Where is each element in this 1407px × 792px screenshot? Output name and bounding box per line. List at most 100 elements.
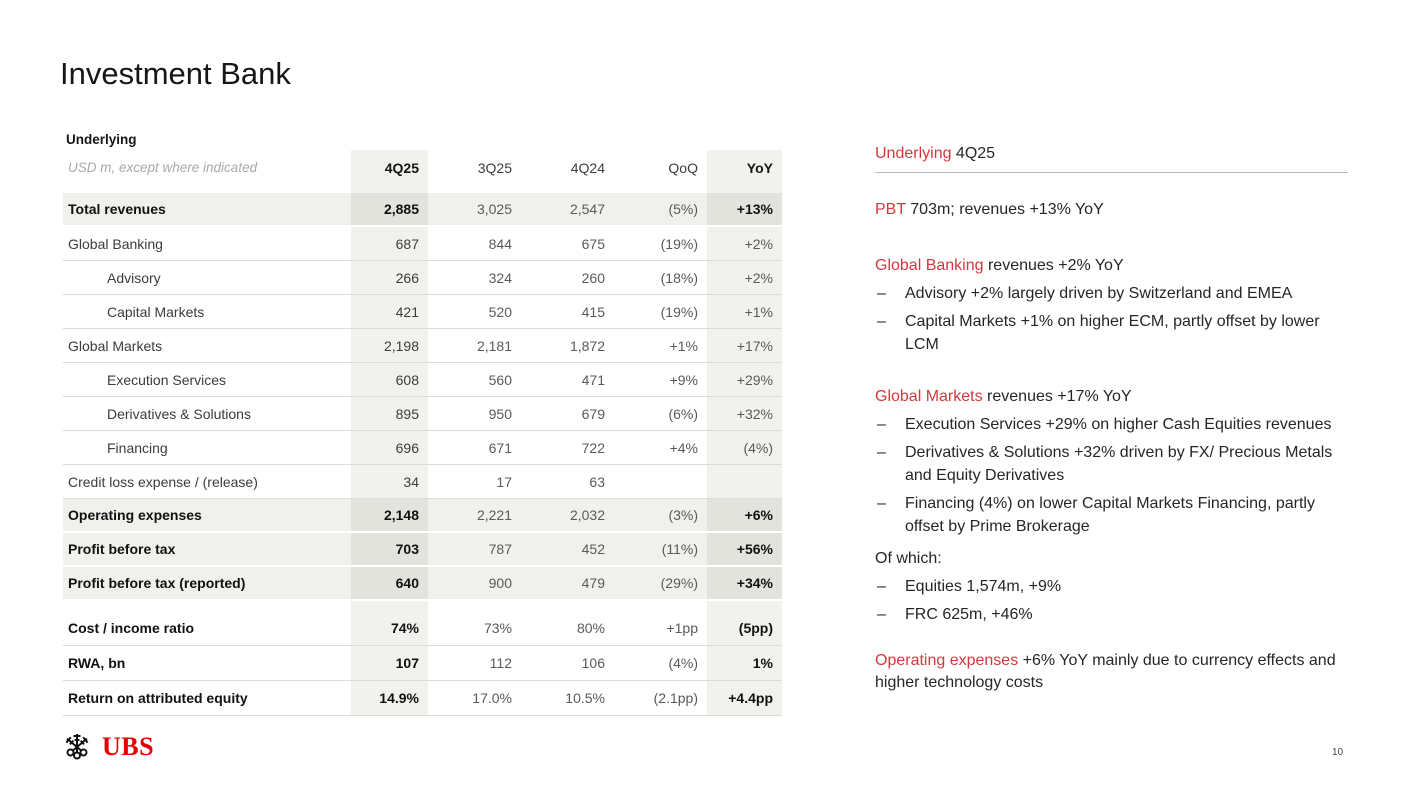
row-value-yoy: +2%	[744, 269, 773, 286]
column-header-yoy: YoY	[746, 159, 773, 176]
row-label: Profit before tax (reported)	[68, 575, 246, 591]
table-row: Return on attributed equity 14.9% 17.0% …	[63, 681, 782, 716]
commentary-lead-text: revenues +2% YoY	[983, 257, 1124, 274]
commentary-lead: Of which:	[875, 548, 1348, 570]
row-value-3q25: 560	[488, 371, 512, 388]
table-row: Advisory 266 324 260 (18%) +2%	[63, 261, 782, 295]
bullet-text: Execution Services +29% on higher Cash E…	[905, 416, 1332, 433]
table-row: Cost / income ratio 74% 73% 80% +1pp (5p…	[63, 611, 782, 646]
row-value-3q25: 17	[496, 473, 512, 490]
row-label: Advisory	[107, 269, 161, 286]
row-value-qoq: +9%	[669, 371, 698, 388]
row-value-qoq: (5%)	[668, 201, 698, 217]
bullet-item: – Equities 1,574m, +9%	[875, 575, 1348, 598]
row-value-yoy: +17%	[736, 337, 773, 354]
commentary-lead-highlight: Global Markets	[875, 388, 983, 405]
ubs-keys-icon	[65, 734, 89, 760]
row-value-qoq: (29%)	[660, 575, 698, 591]
row-label: Global Banking	[68, 235, 163, 252]
row-value-yoy: +13%	[736, 201, 773, 217]
row-value-yoy: (4%)	[743, 439, 773, 456]
commentary-lead-text: Of which:	[875, 550, 942, 567]
row-label: Execution Services	[107, 371, 227, 388]
bullet-item: – FRC 625m, +46%	[875, 603, 1348, 626]
dash-bullet: –	[877, 313, 886, 330]
row-value-qoq: (6%)	[668, 405, 698, 422]
row-value-yoy: +4.4pp	[728, 690, 773, 706]
row-value-4q25: 2,198	[383, 337, 419, 354]
column-highlight-4q25	[351, 150, 428, 716]
bullet-text: Advisory +2% largely driven by Switzerla…	[905, 285, 1293, 302]
row-value-3q25: 787	[488, 541, 512, 557]
column-header-qoq: QoQ	[668, 159, 698, 176]
row-value-3q25: 324	[488, 269, 512, 286]
bullet-text: Equities 1,574m, +9%	[905, 578, 1062, 595]
row-value-qoq: (2.1pp)	[653, 690, 698, 706]
bullet-item: – Capital Markets +1% on higher ECM, par…	[875, 310, 1348, 356]
row-value-4q24: 415	[581, 303, 605, 320]
row-value-3q25: 73%	[483, 620, 512, 636]
commentary-lead: Global Markets revenues +17% YoY	[875, 386, 1348, 408]
row-value-4q24: 679	[581, 405, 605, 422]
row-value-4q25: 266	[395, 269, 419, 286]
table-subtitle: Underlying	[66, 132, 137, 147]
table-row: Operating expenses 2,148 2,221 2,032 (3%…	[63, 499, 782, 533]
bullet-list: – Execution Services +29% on higher Cash…	[875, 413, 1348, 538]
bullet-text: Derivatives & Solutions +32% driven by F…	[905, 444, 1333, 484]
row-value-4q25: 640	[395, 575, 419, 591]
row-value-3q25: 17.0%	[472, 690, 512, 706]
row-value-yoy: +1%	[744, 303, 773, 320]
row-label: Derivatives & Solutions	[107, 405, 251, 422]
row-label: RWA, bn	[68, 655, 126, 671]
row-value-yoy: +29%	[736, 371, 773, 388]
row-value-4q24: 2,547	[569, 201, 605, 217]
dash-bullet: –	[877, 444, 886, 461]
column-header-4q24: 4Q24	[570, 159, 605, 176]
row-value-4q24: 63	[589, 473, 605, 490]
row-value-yoy: (5pp)	[738, 620, 773, 636]
table-header-row: USD m, except where indicated 4Q25 3Q25 …	[63, 150, 782, 185]
row-value-qoq: (19%)	[660, 303, 698, 320]
dash-bullet: –	[877, 285, 886, 302]
commentary-lead: PBT 703m; revenues +13% YoY	[875, 199, 1348, 221]
table-row: Derivatives & Solutions 895 950 679 (6%)…	[63, 397, 782, 431]
row-value-qoq: +4%	[669, 439, 698, 456]
row-label: Global Markets	[68, 337, 163, 354]
row-value-yoy: +2%	[744, 235, 773, 252]
commentary-lead-highlight: Global Banking	[875, 257, 984, 274]
row-value-4q25: 2,885	[383, 201, 419, 217]
row-value-3q25: 112	[489, 655, 512, 671]
commentary-lead-text: 703m; revenues +13% YoY	[905, 201, 1104, 218]
row-value-4q24: 471	[581, 371, 605, 388]
row-value-qoq: (19%)	[660, 235, 698, 252]
commentary-lead-text: +6% YoY mainly due to currency effects a…	[875, 652, 1336, 691]
row-value-4q24: 2,032	[569, 507, 605, 523]
row-value-3q25: 520	[488, 303, 512, 320]
row-value-qoq: (18%)	[660, 269, 698, 286]
commentary-blocks: PBT 703m; revenues +13% YoY Global Banki…	[875, 199, 1348, 694]
row-value-3q25: 900	[488, 575, 512, 591]
row-value-4q24: 479	[581, 575, 605, 591]
row-label: Operating expenses	[68, 507, 202, 523]
row-value-yoy: +32%	[736, 405, 773, 422]
column-highlight-yoy	[707, 150, 782, 716]
commentary-heading-rest: 4Q25	[951, 145, 996, 162]
row-value-yoy: +34%	[736, 575, 773, 591]
unit-note: USD m, except where indicated	[68, 160, 258, 175]
row-value-3q25: 950	[488, 405, 512, 422]
row-value-4q25: 687	[395, 235, 419, 252]
financials-table: USD m, except where indicated 4Q25 3Q25 …	[63, 150, 782, 716]
column-header-4q25: 4Q25	[384, 159, 419, 176]
commentary-lead-highlight: Operating expenses	[875, 652, 1019, 669]
row-value-3q25: 3,025	[476, 201, 512, 217]
page-title: Investment Bank	[60, 56, 291, 91]
ubs-logo: UBS	[58, 731, 154, 763]
row-value-4q24: 722	[581, 439, 605, 456]
row-value-qoq: (3%)	[668, 507, 698, 523]
row-value-yoy: 1%	[752, 655, 773, 671]
bullet-item: – Financing (4%) on lower Capital Market…	[875, 492, 1348, 538]
bullet-text: Financing (4%) on lower Capital Markets …	[905, 495, 1315, 535]
table-row: Global Banking 687 844 675 (19%) +2%	[63, 227, 782, 261]
row-value-qoq: (11%)	[661, 541, 698, 557]
ubs-wordmark: UBS	[102, 732, 155, 761]
